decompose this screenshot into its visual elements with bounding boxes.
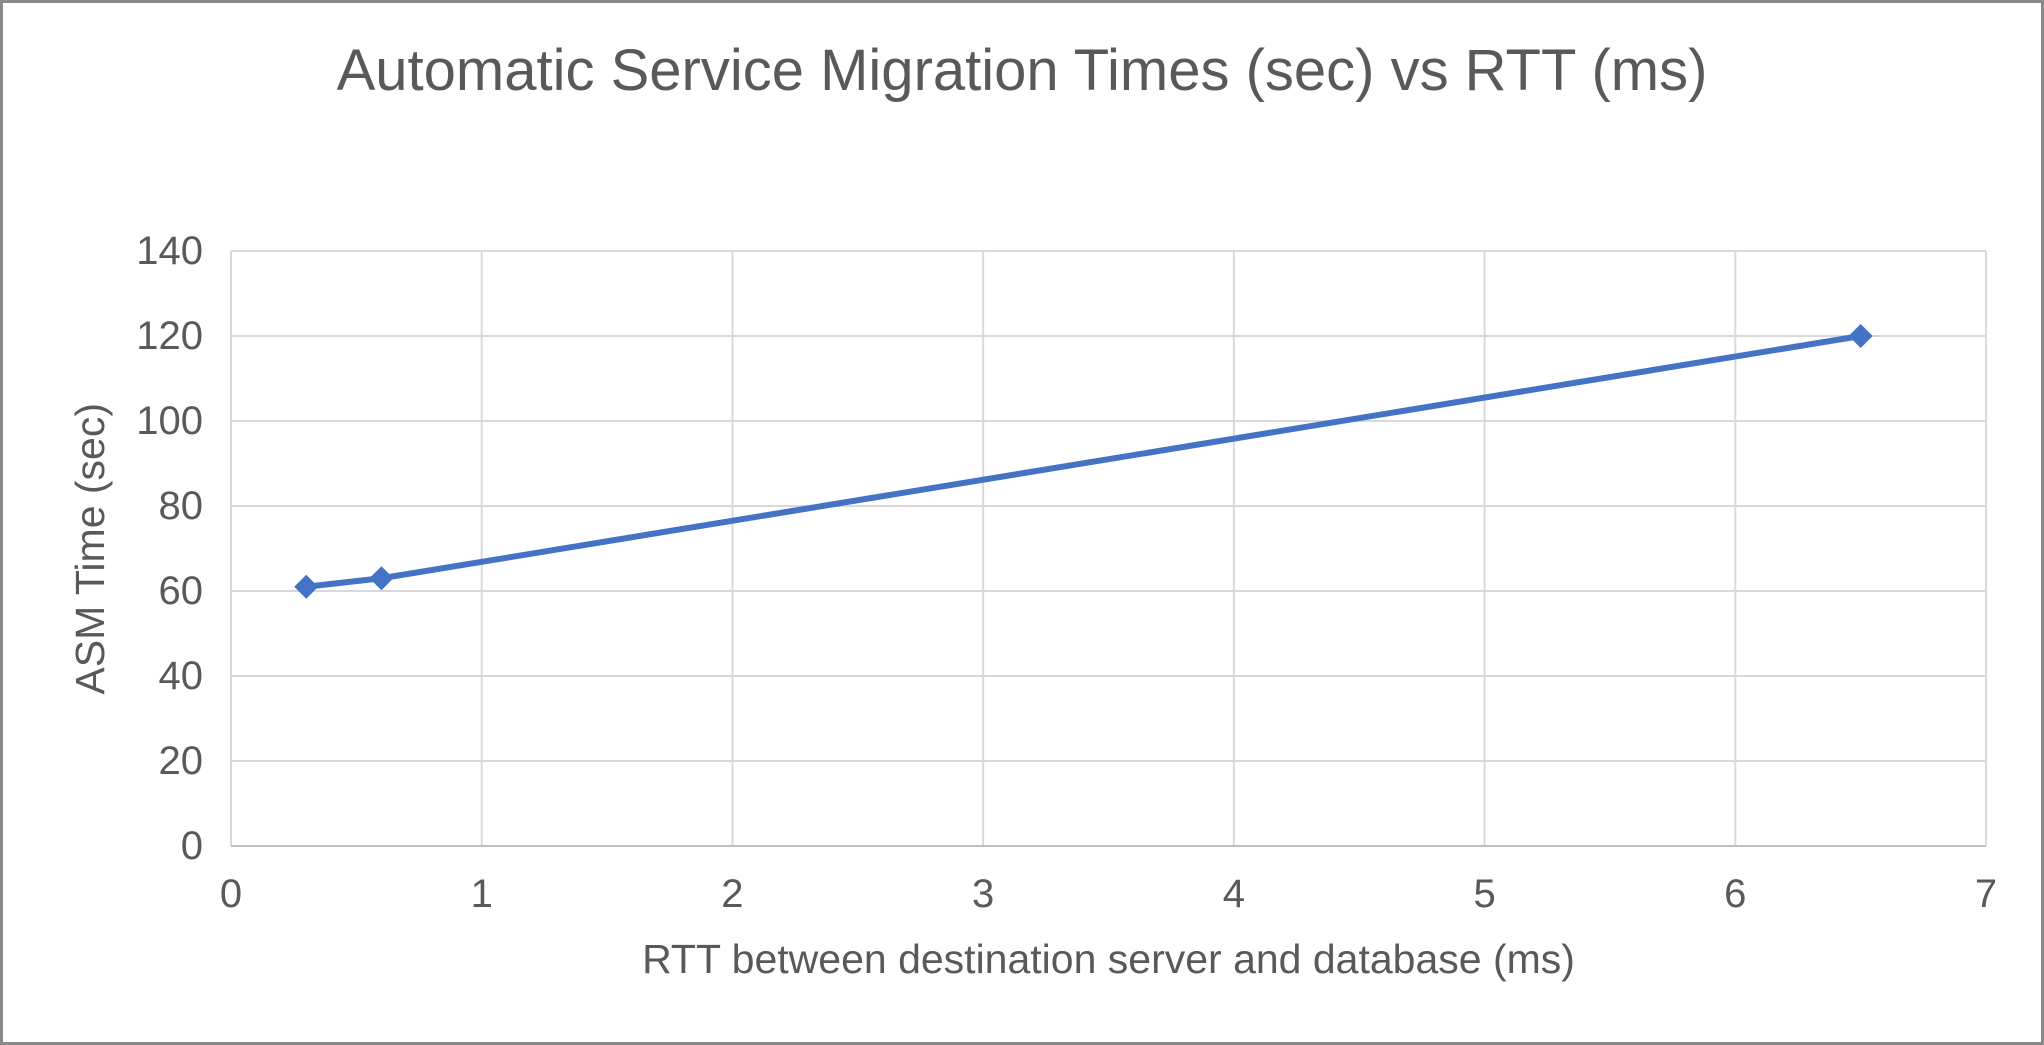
series-line <box>305 333 1862 590</box>
data-point-marker <box>1848 324 1873 348</box>
x-tick-label: 1 <box>470 872 493 916</box>
x-axis-title: RTT between destination server and datab… <box>642 936 1575 982</box>
x-tick-label: 0 <box>219 872 243 916</box>
data-point-marker <box>369 566 394 591</box>
chart-title: Automatic Service Migration Times (sec) … <box>336 38 1708 103</box>
y-tick-label: 60 <box>158 569 204 613</box>
plot-area <box>230 250 1987 847</box>
y-tick-label: 20 <box>158 739 204 783</box>
y-tick-label: 140 <box>136 229 203 273</box>
y-tick-label: 80 <box>158 484 204 528</box>
y-tick-label: 0 <box>180 824 203 868</box>
x-tick-label: 4 <box>1222 872 1245 916</box>
y-axis-title: ASM Time (sec) <box>66 402 113 695</box>
y-tick-label: 100 <box>136 399 203 443</box>
y-axis-title-box: ASM Time (sec) <box>55 251 125 846</box>
x-tick-label: 5 <box>1473 872 1496 916</box>
data-point-marker <box>294 574 319 599</box>
x-tick-label: 6 <box>1724 872 1747 916</box>
plot-canvas <box>230 250 1987 847</box>
y-tick-label: 40 <box>158 654 204 698</box>
x-tick-label: 3 <box>972 872 995 916</box>
x-tick-label: 7 <box>1974 872 1998 916</box>
y-tick-label: 120 <box>136 314 203 358</box>
x-tick-label: 2 <box>721 872 744 916</box>
